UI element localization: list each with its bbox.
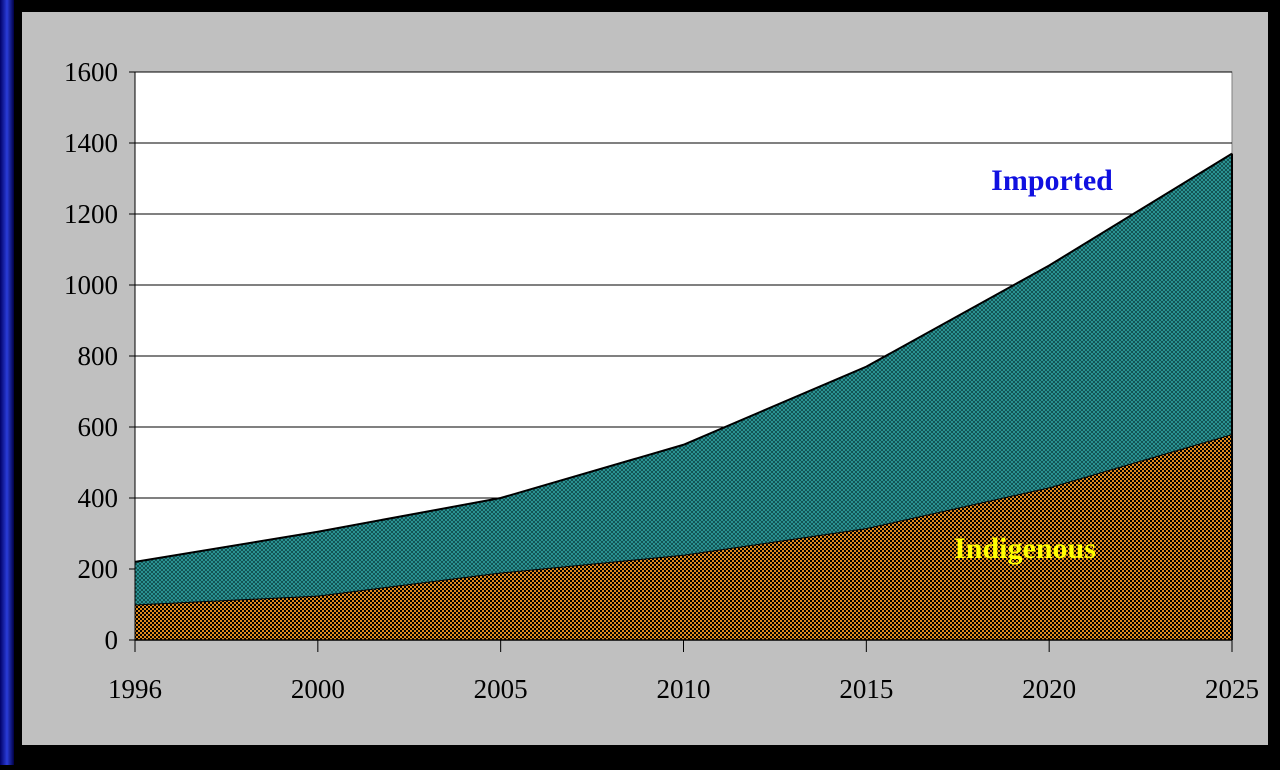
side-strip [0,0,14,765]
x-tick-label: 2020 [1022,674,1076,704]
series-label: Indigenous [954,532,1096,565]
y-tick-label: 800 [78,341,119,371]
y-tick-label: 1400 [64,128,118,158]
y-tick-label: 400 [78,483,119,513]
x-tick-label: 2000 [291,674,345,704]
x-tick-label: 2025 [1205,674,1259,704]
y-tick-label: 0 [105,625,119,655]
y-tick-label: 1600 [64,57,118,87]
x-tick-label: 2010 [657,674,711,704]
y-tick-label: 1200 [64,199,118,229]
x-tick-label: 2015 [839,674,893,704]
y-tick-label: 600 [78,412,119,442]
area [135,153,1232,605]
x-tick-label: 1996 [108,674,162,704]
area [135,434,1232,640]
y-tick-label: 200 [78,554,119,584]
area-edge [134,152,1233,563]
series-label: Imported [991,164,1113,197]
y-tick-label: 1000 [64,270,118,300]
x-tick-label: 2005 [474,674,528,704]
